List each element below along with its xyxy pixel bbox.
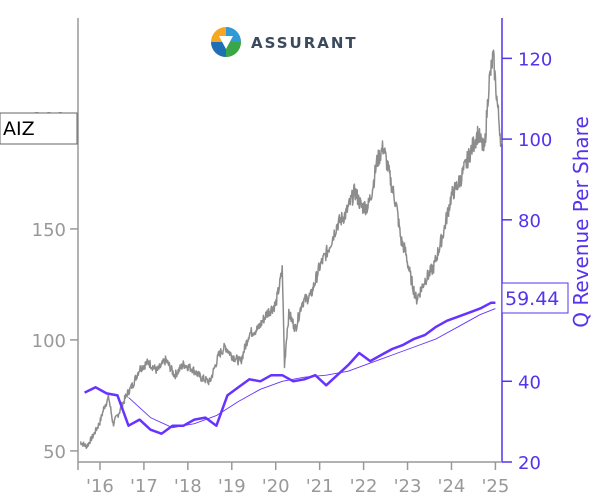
ticker-badge-box: [0, 112, 78, 145]
x-tick-label: '24: [438, 476, 466, 497]
x-tick-label: '21: [306, 476, 334, 497]
x-tick-label: '16: [86, 476, 114, 497]
x-tick-label: '23: [394, 476, 422, 497]
x-tick-label: '18: [174, 476, 202, 497]
series-layer: [79, 49, 503, 450]
price-line: [79, 49, 503, 450]
right-tick-label: 80: [518, 211, 541, 232]
right-axis-title: Q Revenue Per Share: [569, 116, 593, 328]
right-tick-label: 100: [518, 130, 552, 151]
last-value-badge-box: [501, 282, 569, 314]
right-axis-ticks: 20406080100120: [502, 49, 552, 474]
left-axis-ticks: 50100150200: [32, 109, 78, 463]
right-tick-label: 20: [518, 453, 541, 474]
left-tick-label: 50: [43, 442, 66, 463]
revenue-line: [84, 301, 496, 435]
x-axis-ticks: '16 '17 '18 '19 '20 '21 '22 '23 '24 '25: [77, 462, 509, 497]
right-tick-label: 120: [518, 49, 552, 70]
x-tick-label: '20: [262, 476, 290, 497]
x-axis: '16 '17 '18 '19 '20 '21 '22 '23 '24 '25: [77, 461, 509, 497]
x-tick-label: '19: [218, 476, 246, 497]
x-tick-label: '17: [130, 476, 158, 497]
right-tick-label: 40: [518, 372, 541, 393]
x-tick-label: '22: [350, 476, 378, 497]
right-axis: 20406080100120: [501, 18, 552, 474]
left-tick-label: 150: [32, 220, 66, 241]
left-axis: 50100150200: [32, 18, 79, 463]
ticker-badge: AIZ: [0, 112, 78, 145]
ticker-label: AIZ: [3, 118, 35, 140]
left-tick-label: 100: [32, 331, 66, 352]
assurant-logo-text: ASSURANT: [251, 34, 358, 52]
assurant-logo-icon: [211, 27, 241, 57]
assurant-logo: ASSURANT: [211, 27, 358, 57]
last-value-badge: 59.44: [501, 282, 569, 314]
last-value-label: 59.44: [505, 288, 559, 310]
x-tick-label: '25: [481, 476, 509, 497]
